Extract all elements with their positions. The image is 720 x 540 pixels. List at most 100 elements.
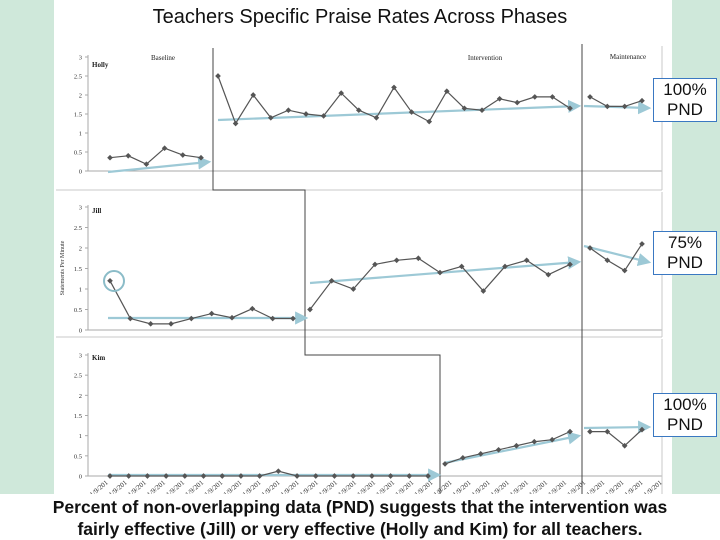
intervention-phase-change-line xyxy=(212,48,441,494)
holly-baseline-point xyxy=(161,145,168,152)
holly-intervention-point xyxy=(426,118,433,125)
kim-intervention-point xyxy=(442,461,448,467)
jill-baseline-point xyxy=(249,305,256,312)
jill-intervention-point xyxy=(523,257,530,264)
holly-maintenance-point xyxy=(604,103,611,110)
kim-maintenance-line xyxy=(590,429,643,447)
holly-intervention-point xyxy=(303,111,309,117)
jill-baseline-point xyxy=(208,310,215,317)
kim-baseline-line xyxy=(110,470,428,477)
y-tick-label: 0 xyxy=(79,328,82,335)
holly-baseline-line xyxy=(109,147,202,165)
jill-intervention-point xyxy=(350,286,357,292)
y-tick-label: 3 xyxy=(79,205,82,212)
slide-panel xyxy=(54,0,672,540)
y-tick-label: 1.5 xyxy=(74,112,82,119)
kim-intervention-point xyxy=(531,438,538,445)
participant-label-kim: Kim xyxy=(92,354,105,362)
holly-intervention-point xyxy=(373,114,380,121)
holly-intervention-point xyxy=(479,107,485,114)
kim-intervention-point xyxy=(549,436,555,443)
jill-baseline-point xyxy=(188,315,195,322)
jill-baseline-point xyxy=(107,277,113,284)
kim-baseline-point xyxy=(406,473,413,479)
y-axis-title: Statements Per Minute xyxy=(60,240,66,295)
kim-maintenance-point xyxy=(621,442,628,449)
holly-intervention-point xyxy=(320,113,327,119)
jill-baseline-point xyxy=(168,321,174,327)
jill-intervention-point xyxy=(328,277,335,284)
kim-baseline-point xyxy=(200,473,207,479)
slide-title: Teachers Specific Praise Rates Across Ph… xyxy=(152,6,568,28)
kim-baseline-point xyxy=(350,473,357,479)
highlight-circle xyxy=(103,270,125,292)
jill-maintenance-line xyxy=(589,243,643,272)
kim-intervention-point xyxy=(477,450,484,457)
holly-baseline-point xyxy=(107,154,113,161)
kim-intervention-point xyxy=(513,442,520,449)
y-tick-label: 2 xyxy=(79,93,82,100)
holly-intervention-point xyxy=(285,107,292,114)
holly-pnd-percent: 100% xyxy=(663,80,707,99)
holly-intervention-point xyxy=(531,94,538,100)
holly-pnd-label: PND xyxy=(667,100,703,119)
caption-line-1: Percent of non-overlapping data (PND) su… xyxy=(52,497,668,517)
y-tick-label: 0.5 xyxy=(74,150,82,157)
kim-baseline-point xyxy=(256,473,263,479)
y-tick-label: 2.5 xyxy=(74,373,82,380)
holly-intervention-point xyxy=(355,107,362,114)
kim-baseline-point xyxy=(275,468,282,474)
holly-intervention-point xyxy=(567,105,573,112)
participant-label-holly: Holly xyxy=(92,61,109,69)
holly-intervention-point xyxy=(496,95,503,102)
jill-pnd-percent: 75% xyxy=(667,233,703,252)
y-tick-label: 1 xyxy=(79,433,82,440)
y-tick-label: 2 xyxy=(79,246,82,253)
jill-pnd-callout: 75% PND xyxy=(653,231,717,275)
jill-baseline-point xyxy=(229,314,235,321)
phase-label: Baseline xyxy=(151,54,175,62)
y-tick-label: 3 xyxy=(79,353,82,360)
y-tick-label: 2 xyxy=(79,393,82,400)
kim-baseline-point xyxy=(219,473,226,479)
jill-intervention-point xyxy=(545,271,552,278)
holly-maintenance-point xyxy=(639,97,645,104)
jill-intervention-point xyxy=(415,255,422,262)
kim-intervention-point xyxy=(460,455,466,461)
jill-intervention-point xyxy=(480,288,487,294)
holly-pnd-callout: 100% PND xyxy=(653,78,717,122)
phase-label: Intervention xyxy=(468,54,503,62)
y-tick-label: 1.5 xyxy=(74,413,82,420)
kim-baseline-point xyxy=(238,473,244,479)
kim-intervention-point xyxy=(495,446,502,453)
y-tick-label: 3 xyxy=(79,55,82,62)
kim-baseline-point xyxy=(312,473,319,479)
trend-arrow-jill xyxy=(583,244,652,267)
caption-line-2: fairly effective (Jill) or very effectiv… xyxy=(77,519,643,539)
trend-arrow-kim xyxy=(443,431,582,465)
jill-intervention-point xyxy=(458,263,465,270)
kim-pnd-label: PND xyxy=(667,415,703,434)
jill-baseline-point xyxy=(127,315,134,322)
jill-pnd-label: PND xyxy=(667,253,703,272)
jill-intervention-point xyxy=(437,269,443,276)
jill-baseline-point xyxy=(147,321,154,327)
y-tick-label: 0 xyxy=(79,169,82,176)
kim-baseline-point xyxy=(107,473,113,479)
holly-maintenance-point xyxy=(621,103,628,110)
holly-intervention-point xyxy=(443,88,450,95)
kim-baseline-point xyxy=(425,473,431,479)
jill-baseline-line xyxy=(109,280,293,325)
holly-baseline-point xyxy=(198,154,204,161)
kim-intervention-line xyxy=(444,431,571,465)
holly-intervention-point xyxy=(338,90,345,96)
y-tick-label: 2.5 xyxy=(74,225,82,232)
holly-intervention-point xyxy=(232,120,239,127)
holly-intervention-point xyxy=(549,94,556,100)
kim-baseline-point xyxy=(294,473,300,479)
participant-label-jill: Jill xyxy=(92,207,101,215)
kim-baseline-point xyxy=(331,473,338,479)
holly-intervention-point xyxy=(250,92,257,98)
jill-maintenance-point xyxy=(639,241,645,247)
